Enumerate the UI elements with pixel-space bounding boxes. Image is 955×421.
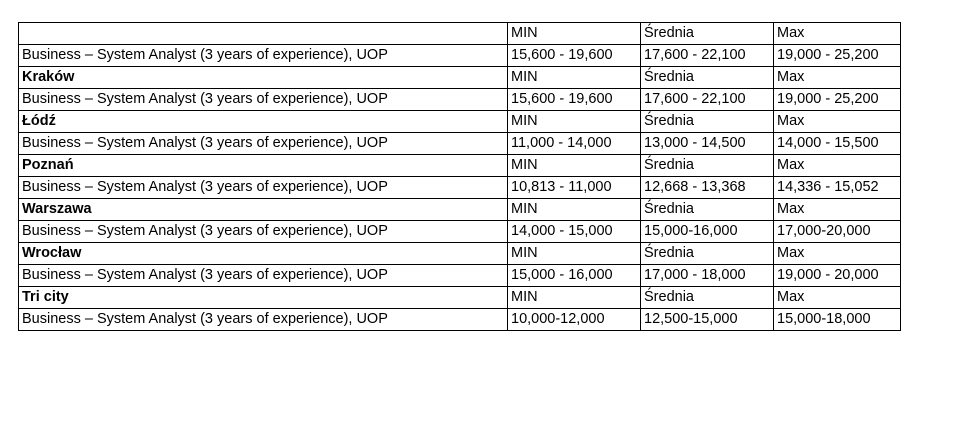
column-header-max: Max <box>773 154 901 177</box>
table-row-city: Poznań MIN Średnia Max <box>18 154 901 177</box>
table-row: Business – System Analyst (3 years of ex… <box>18 132 901 155</box>
position-cell: Business – System Analyst (3 years of ex… <box>18 176 508 199</box>
table-row-city: Tri city MIN Średnia Max <box>18 286 901 309</box>
column-header-min: MIN <box>507 66 641 89</box>
column-header-min: MIN <box>507 154 641 177</box>
column-header-max: Max <box>773 22 901 45</box>
column-header-average: Średnia <box>640 286 774 309</box>
max-value-cell: 14,336 - 15,052 <box>773 176 901 199</box>
max-value-cell: 19,000 - 20,000 <box>773 264 901 287</box>
position-cell: Business – System Analyst (3 years of ex… <box>18 220 508 243</box>
column-header-max: Max <box>773 198 901 221</box>
table-row: Business – System Analyst (3 years of ex… <box>18 88 901 111</box>
max-value-cell: 17,000-20,000 <box>773 220 901 243</box>
column-header-min: MIN <box>507 110 641 133</box>
min-value-cell: 11,000 - 14,000 <box>507 132 641 155</box>
salary-table-body: MIN Średnia Max Business – System Analys… <box>18 22 901 331</box>
position-cell: Business – System Analyst (3 years of ex… <box>18 308 508 331</box>
column-header-min: MIN <box>507 198 641 221</box>
position-cell: Business – System Analyst (3 years of ex… <box>18 132 508 155</box>
column-header-max: Max <box>773 66 901 89</box>
column-header-average: Średnia <box>640 22 774 45</box>
table-row: Business – System Analyst (3 years of ex… <box>18 44 901 67</box>
max-value-cell: 14,000 - 15,500 <box>773 132 901 155</box>
column-header-max: Max <box>773 110 901 133</box>
position-cell: Business – System Analyst (3 years of ex… <box>18 88 508 111</box>
min-value-cell: 10,813 - 11,000 <box>507 176 641 199</box>
city-name-cell: Łódź <box>18 110 508 133</box>
city-name-cell: Kraków <box>18 66 508 89</box>
table-row-city: Łódź MIN Średnia Max <box>18 110 901 133</box>
column-header-average: Średnia <box>640 242 774 265</box>
city-name-cell: Poznań <box>18 154 508 177</box>
column-header-min: MIN <box>507 286 641 309</box>
salary-table: MIN Średnia Max Business – System Analys… <box>18 22 901 331</box>
city-name-cell: Wrocław <box>18 242 508 265</box>
average-value-cell: 12,668 - 13,368 <box>640 176 774 199</box>
column-header-min: MIN <box>507 22 641 45</box>
average-value-cell: 12,500-15,000 <box>640 308 774 331</box>
table-row-city: Kraków MIN Średnia Max <box>18 66 901 89</box>
city-name-cell: Tri city <box>18 286 508 309</box>
table-cell <box>18 22 508 45</box>
average-value-cell: 17,600 - 22,100 <box>640 88 774 111</box>
min-value-cell: 10,000-12,000 <box>507 308 641 331</box>
column-header-average: Średnia <box>640 110 774 133</box>
min-value-cell: 14,000 - 15,000 <box>507 220 641 243</box>
column-header-average: Średnia <box>640 154 774 177</box>
column-header-max: Max <box>773 286 901 309</box>
column-header-max: Max <box>773 242 901 265</box>
average-value-cell: 13,000 - 14,500 <box>640 132 774 155</box>
average-value-cell: 15,000-16,000 <box>640 220 774 243</box>
table-row-city: Wrocław MIN Średnia Max <box>18 242 901 265</box>
min-value-cell: 15,000 - 16,000 <box>507 264 641 287</box>
column-header-average: Średnia <box>640 66 774 89</box>
max-value-cell: 15,000-18,000 <box>773 308 901 331</box>
average-value-cell: 17,000 - 18,000 <box>640 264 774 287</box>
max-value-cell: 19,000 - 25,200 <box>773 44 901 67</box>
table-row: Business – System Analyst (3 years of ex… <box>18 264 901 287</box>
max-value-cell: 19,000 - 25,200 <box>773 88 901 111</box>
table-row: Business – System Analyst (3 years of ex… <box>18 308 901 331</box>
table-row: Business – System Analyst (3 years of ex… <box>18 176 901 199</box>
column-header-min: MIN <box>507 242 641 265</box>
min-value-cell: 15,600 - 19,600 <box>507 88 641 111</box>
average-value-cell: 17,600 - 22,100 <box>640 44 774 67</box>
city-name-cell: Warszawa <box>18 198 508 221</box>
table-row: Business – System Analyst (3 years of ex… <box>18 220 901 243</box>
position-cell: Business – System Analyst (3 years of ex… <box>18 44 508 67</box>
column-header-average: Średnia <box>640 198 774 221</box>
position-cell: Business – System Analyst (3 years of ex… <box>18 264 508 287</box>
table-row-header: MIN Średnia Max <box>18 22 901 45</box>
table-row-city: Warszawa MIN Średnia Max <box>18 198 901 221</box>
min-value-cell: 15,600 - 19,600 <box>507 44 641 67</box>
